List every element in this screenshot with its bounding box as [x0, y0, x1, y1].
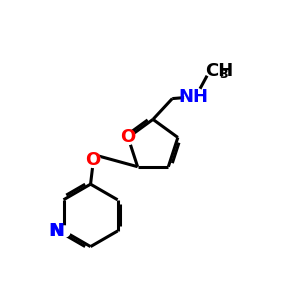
Text: N: N — [50, 222, 64, 240]
Text: O: O — [85, 151, 100, 169]
Text: CH: CH — [206, 62, 234, 80]
Text: O: O — [120, 128, 135, 146]
Text: N: N — [49, 222, 64, 240]
Text: NH: NH — [179, 88, 209, 106]
Text: 3: 3 — [220, 68, 228, 81]
